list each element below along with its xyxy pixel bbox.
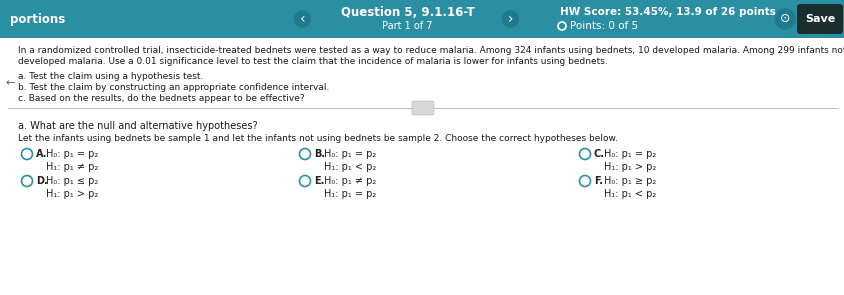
Text: H₀: p₁ = p₂: H₀: p₁ = p₂ (323, 149, 376, 159)
Text: H₀: p₁ ≤ p₂: H₀: p₁ ≤ p₂ (46, 176, 98, 186)
Text: ‹: ‹ (300, 12, 305, 26)
Circle shape (774, 9, 794, 29)
Text: H₀: p₁ ≥ p₂: H₀: p₁ ≥ p₂ (603, 176, 656, 186)
Text: Save: Save (804, 14, 834, 24)
Text: Points: 0 of 5: Points: 0 of 5 (570, 21, 637, 31)
Text: H₀: p₁ = p₂: H₀: p₁ = p₂ (603, 149, 656, 159)
Text: H₁: p₁ < p₂: H₁: p₁ < p₂ (323, 162, 376, 172)
Text: C.: C. (593, 149, 604, 159)
Text: H₁: p₁ = p₂: H₁: p₁ = p₂ (323, 189, 376, 199)
Text: E.: E. (314, 176, 324, 186)
Text: Question 5, 9.1.16-T: Question 5, 9.1.16-T (340, 6, 473, 19)
Text: H₁: p₁ < p₂: H₁: p₁ < p₂ (603, 189, 656, 199)
Text: c. Based on the results, do the bednets appear to be effective?: c. Based on the results, do the bednets … (18, 94, 305, 103)
Text: In a randomized controlled trial, insecticide-treated bednets were tested as a w: In a randomized controlled trial, insect… (18, 46, 844, 55)
FancyBboxPatch shape (412, 101, 434, 115)
Text: ⊙: ⊙ (779, 12, 789, 25)
FancyBboxPatch shape (796, 4, 842, 34)
Text: HW Score: 53.45%, 13.9 of 26 points: HW Score: 53.45%, 13.9 of 26 points (560, 7, 775, 17)
Text: portions: portions (10, 12, 65, 25)
Text: F.: F. (593, 176, 603, 186)
Circle shape (295, 11, 310, 27)
Text: H₁: p₁ > p₂: H₁: p₁ > p₂ (603, 162, 656, 172)
Text: H₀: p₁ = p₂: H₀: p₁ = p₂ (46, 149, 98, 159)
Text: A.: A. (36, 149, 47, 159)
Text: ←: ← (6, 78, 15, 88)
FancyBboxPatch shape (0, 0, 844, 38)
Text: B.: B. (314, 149, 325, 159)
Text: Let the infants using bednets be sample 1 and let the infants not using bednets : Let the infants using bednets be sample … (18, 134, 617, 143)
Text: ›: › (507, 12, 512, 26)
Text: H₀: p₁ ≠ p₂: H₀: p₁ ≠ p₂ (323, 176, 376, 186)
Text: developed malaria. Use a 0.01 significance level to test the claim that the inci: developed malaria. Use a 0.01 significan… (18, 57, 607, 66)
Text: D.: D. (36, 176, 48, 186)
Circle shape (502, 11, 518, 27)
Text: H₁: p₁ ≠ p₂: H₁: p₁ ≠ p₂ (46, 162, 98, 172)
Text: a. What are the null and alternative hypotheses?: a. What are the null and alternative hyp… (18, 121, 257, 131)
Text: a. Test the claim using a hypothesis test.: a. Test the claim using a hypothesis tes… (18, 72, 203, 81)
Text: H₁: p₁ > p₂: H₁: p₁ > p₂ (46, 189, 98, 199)
FancyBboxPatch shape (0, 38, 844, 295)
Text: b. Test the claim by constructing an appropriate confidence interval.: b. Test the claim by constructing an app… (18, 83, 329, 92)
Text: Part 1 of 7: Part 1 of 7 (381, 21, 432, 31)
